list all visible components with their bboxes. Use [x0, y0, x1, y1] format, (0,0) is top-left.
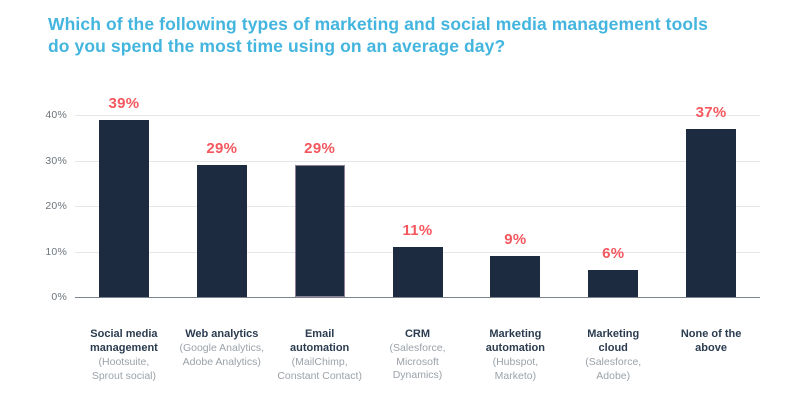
bar-value-label: 39% [108, 94, 140, 112]
y-axis-tick-label: 20% [45, 200, 67, 212]
bar-group: 37% [662, 104, 760, 297]
y-axis-tick-label: 0% [51, 291, 67, 303]
x-axis-baseline [75, 297, 760, 298]
y-axis-tick-label: 10% [45, 245, 67, 258]
category-label: Marketing cloud [587, 328, 640, 354]
bar-group: 9% [466, 115, 564, 297]
category-label-group: Social media management (Hootsuite, Spro… [75, 327, 173, 383]
bar-group: 39% [75, 95, 173, 297]
gridline [75, 115, 760, 116]
bar-value-label: 29% [304, 140, 336, 158]
bars-row: 39% 29% 29% 11% 9% 6% 37% [75, 95, 760, 297]
category-label-group: Marketing cloud (Salesforce, Adobe) [564, 327, 662, 383]
bar [588, 269, 639, 297]
category-label: Email automation [290, 328, 350, 354]
bar [686, 128, 737, 297]
gridline [75, 206, 760, 207]
category-sublabel: (Google Analytics, Adobe Analytics) [179, 342, 265, 368]
category-sublabel: (MailChimp, Constant Contact) [277, 356, 362, 382]
bar-group: 6% [564, 115, 662, 297]
bar-value-label: 11% [402, 221, 433, 239]
bar-group: 11% [369, 115, 467, 297]
category-label-group: None of the above [662, 327, 760, 383]
bar [490, 256, 541, 297]
y-axis-tick-label: 40% [45, 109, 67, 121]
bar [392, 246, 443, 297]
bar-value-label: 37% [695, 103, 727, 121]
bar [98, 119, 149, 297]
chart-title: Which of the following types of marketin… [48, 14, 708, 56]
bar-value-label: 6% [602, 244, 625, 262]
bar-group: 29% [173, 115, 271, 297]
category-label: Marketing automation [485, 328, 545, 354]
y-axis-tick-label: 30% [45, 154, 67, 167]
bar [196, 165, 247, 297]
bar-value-label: 9% [504, 231, 527, 249]
bar-value-label: 29% [206, 140, 238, 158]
gridline [75, 160, 760, 162]
category-sublabel: (Salesforce, Adobe) [585, 356, 642, 382]
category-label: None of the above [680, 328, 742, 354]
category-axis: Social media management (Hootsuite, Spro… [75, 327, 760, 383]
category-label-group: Marketing automation (Hubspot, Marketo) [466, 327, 564, 383]
category-sublabel: (Salesforce, Microsoft Dynamics) [389, 342, 446, 381]
category-label: Social media management [89, 328, 158, 354]
bar [294, 165, 345, 297]
category-label-group: Web analytics (Google Analytics, Adobe A… [173, 327, 271, 383]
category-label-group: Email automation (MailChimp, Constant Co… [271, 327, 369, 383]
plot-area: 0% 10% 20% 30% 40% 39% 29% 29% 11% 9% 6% 37% [45, 95, 760, 303]
category-label: CRM [404, 328, 431, 340]
bar-group: 29% [271, 115, 369, 297]
category-sublabel: (Hubspot, Marketo) [492, 356, 539, 382]
category-label: Web analytics [185, 328, 259, 340]
category-sublabel: (Hootsuite, Sprout social) [91, 356, 157, 382]
category-label-group: CRM (Salesforce, Microsoft Dynamics) [369, 327, 467, 383]
